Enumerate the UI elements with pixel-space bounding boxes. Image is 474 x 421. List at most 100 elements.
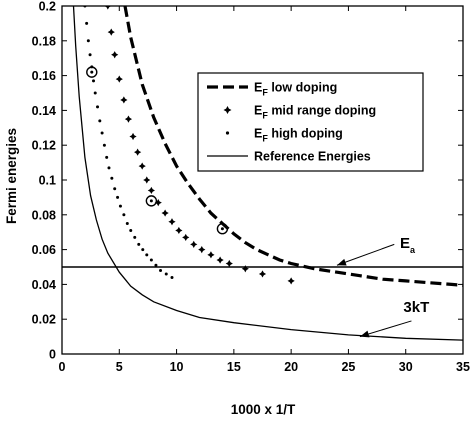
mid-doping-marker	[225, 259, 233, 268]
annotation-arrow-head	[336, 258, 347, 266]
legend-label: Reference Energies	[254, 150, 371, 164]
high-doping-marker	[133, 235, 137, 239]
high-doping-marker	[141, 248, 145, 252]
mid-doping-marker	[168, 218, 176, 226]
mid-doping-marker-shape	[198, 246, 206, 254]
legend-label-sub: F	[262, 134, 268, 144]
highlight-circle	[145, 195, 158, 207]
series-layer	[62, 6, 463, 341]
high-doping-marker	[129, 228, 133, 232]
high-doping-marker	[83, 6, 87, 8]
high-doping-marker	[149, 258, 153, 262]
high-doping-marker	[110, 176, 114, 180]
high-doping-marker	[122, 213, 126, 217]
axes: 0 5 10 15 20 25 30 35 0 0.02 0.04 0.06 0.08 0.1 0.12 0.…	[32, 0, 470, 374]
mid-doping-marker-shape	[138, 162, 146, 170]
reference-energy-curve	[72, 6, 463, 341]
legend-label: EF high doping	[254, 127, 343, 144]
y-tick-label: 0.12	[32, 139, 56, 153]
legend-label-sub: F	[262, 111, 268, 121]
mid-doping-marker-shape	[115, 75, 123, 83]
high-doping-marker	[86, 39, 90, 43]
mid-doping-marker-shape	[216, 256, 224, 264]
high-doping-marker	[116, 195, 120, 199]
x-axis-label: 1000 x 1/T	[231, 402, 296, 417]
annotation-layer: Ea 3kT	[336, 235, 429, 338]
high-doping-marker	[105, 155, 109, 159]
legend-box	[197, 72, 424, 172]
mid-doping-marker-shape	[175, 226, 183, 235]
mid-doping-marker	[198, 246, 206, 254]
mid-doping-marker	[258, 270, 267, 278]
high-doping-marker	[145, 253, 149, 257]
high-doping-marker	[113, 187, 117, 191]
plot-background	[62, 6, 463, 354]
mid-doping-marker-shape	[111, 51, 119, 59]
legend-label-rest: low doping	[268, 81, 337, 95]
y-tick-label: 0.1	[39, 174, 56, 188]
legend-label-sub: F	[262, 88, 268, 98]
mid-doping-marker-shape	[258, 270, 267, 278]
high-doping-marker	[159, 268, 163, 272]
mid-doping-marker	[111, 51, 119, 59]
legend-label-rest: mid range doping	[268, 104, 376, 118]
series-clip-group	[62, 6, 463, 341]
high-doping-marker	[93, 91, 97, 95]
mid-doping-marker	[175, 226, 183, 235]
high-doping-marker	[98, 119, 102, 123]
annotation-label-main: E	[400, 235, 410, 252]
y-tick-label: 0.04	[32, 278, 56, 292]
mid-doping-marker-shape	[182, 233, 190, 242]
mid-doping-marker-shape	[225, 259, 233, 268]
high-doping-marker	[102, 143, 106, 147]
highlight-circle-center	[90, 70, 94, 74]
mid-doping-marker-shape	[129, 132, 137, 141]
legend-label-main: E	[254, 81, 262, 95]
mid-doping-marker	[104, 6, 112, 10]
y-tick-label: 0	[49, 348, 56, 362]
mid-doping-marker-shape	[134, 148, 142, 156]
high-doping-marker	[107, 166, 111, 170]
mid-doping-marker	[182, 233, 190, 242]
legend-label-main: E	[254, 127, 262, 141]
y-axis-label: Fermi energies	[4, 128, 19, 224]
annotation-label: Ea	[400, 235, 416, 255]
mid-doping-marker	[154, 199, 162, 207]
high-doping-marker	[164, 272, 168, 276]
legend-swatch-high-doping	[225, 131, 230, 135]
annotation-label: 3kT	[403, 299, 429, 316]
y-tick-label: 0.14	[32, 104, 56, 118]
mid-doping-marker-shape	[124, 115, 133, 123]
x-tick-label: 0	[59, 360, 66, 374]
x-tick-label: 20	[284, 360, 298, 374]
annotation-arrow-line	[336, 243, 395, 266]
mid-doping-marker-shape	[241, 265, 249, 273]
annotation-arrow-head	[359, 330, 370, 338]
high-doping-marker	[137, 242, 141, 246]
mid-doping-marker-shape	[207, 251, 215, 259]
legend-label-main: Reference Energies	[254, 150, 371, 164]
mid-doping-marker	[134, 148, 142, 156]
annotation-label-main: 3kT	[403, 299, 429, 316]
mid-doping-marker-shape	[154, 199, 162, 207]
mid-doping-marker	[138, 162, 146, 170]
mid-doping-marker	[115, 75, 123, 83]
mid-doping-marker	[287, 277, 295, 285]
mid-doping-marker-shape	[161, 209, 169, 217]
highlight-circle	[216, 223, 229, 235]
legend-label-main: E	[254, 104, 262, 118]
legend-label-rest: high doping	[268, 127, 343, 141]
mid-doping-marker-shape	[287, 277, 295, 285]
x-tick-label: 15	[227, 360, 241, 374]
high-doping-marker	[125, 222, 129, 225]
mid-doping-marker	[129, 132, 137, 141]
x-tick-label: 30	[399, 360, 413, 374]
mid-doping-marker	[190, 240, 198, 248]
plot-area	[62, 6, 463, 354]
high-doping-marker	[100, 131, 104, 135]
x-tick-label: 25	[341, 360, 355, 374]
x-tick-label: 5	[116, 360, 123, 374]
annotation-label-sub: a	[410, 245, 416, 255]
y-tick-label: 0.06	[32, 243, 56, 257]
